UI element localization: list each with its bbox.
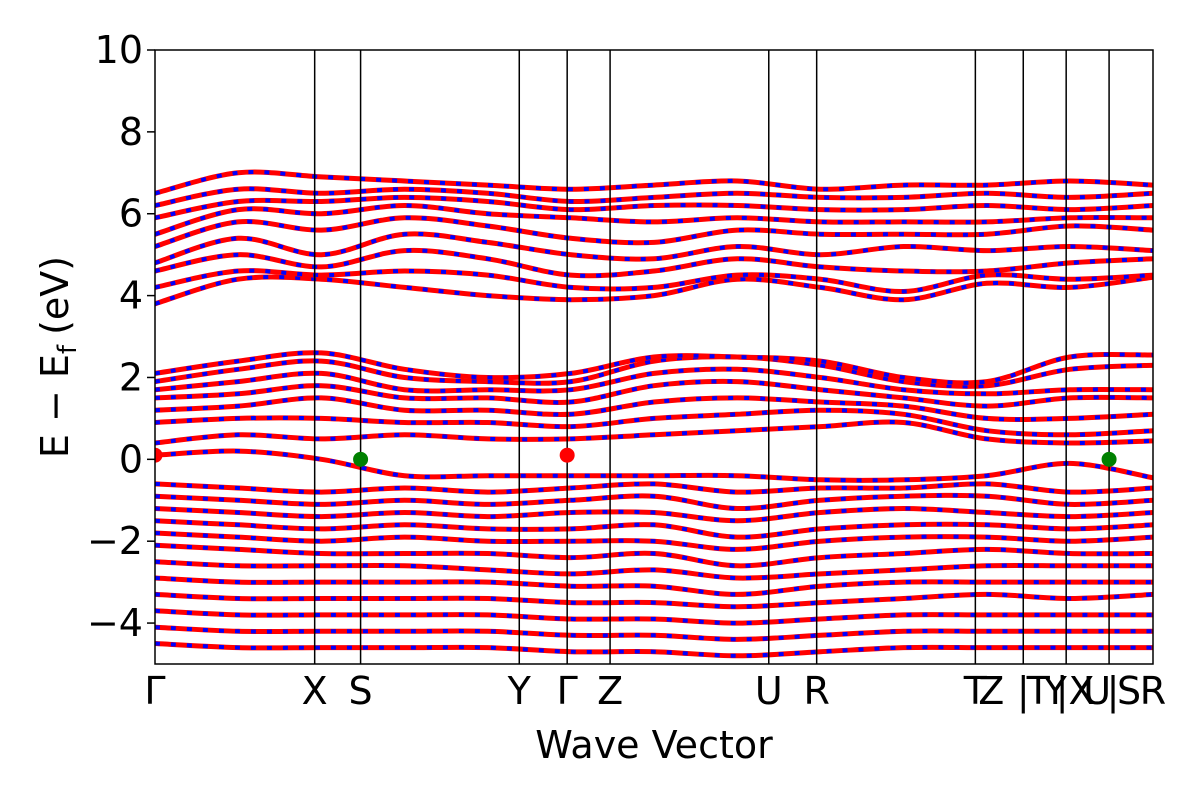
band-3-primary xyxy=(155,231,1153,266)
kpoint-label-0: Γ xyxy=(144,669,165,713)
band-24-secondary xyxy=(155,576,1153,597)
kpoint-label-15: | xyxy=(1107,669,1120,714)
extremum-marker-2 xyxy=(559,447,575,463)
y-tick-label-0: −4 xyxy=(87,601,143,645)
band-22-secondary xyxy=(155,543,1153,568)
kpoint-label-4: Γ xyxy=(557,669,578,713)
kpoint-label-5: Z xyxy=(597,669,623,713)
y-tick-label-2: 0 xyxy=(119,437,143,481)
band-21-secondary xyxy=(155,531,1153,552)
kpoint-label-9: Z xyxy=(978,669,1004,713)
kpoint-label-7: R xyxy=(803,669,829,713)
extrema-markers xyxy=(155,447,1117,467)
x-axis-ticks: Γ X S Y Γ Z U R TZ |TY|XU|SR xyxy=(144,669,1166,714)
band-25-secondary xyxy=(155,592,1153,609)
band-7-secondary xyxy=(155,186,1153,208)
band-26-primary xyxy=(155,608,1153,626)
band-12-secondary xyxy=(155,379,1153,409)
band-17-secondary xyxy=(155,481,1153,495)
band-1-primary xyxy=(155,268,1153,295)
kpoint-label-10: | xyxy=(1017,669,1030,714)
extremum-marker-3 xyxy=(1101,451,1117,467)
x-axis-label: Wave Vector xyxy=(535,723,773,767)
kpoint-label-14: U xyxy=(1083,669,1111,713)
band-lines xyxy=(155,169,1153,659)
kpoint-label-16: S xyxy=(1117,669,1141,713)
band-16-primary xyxy=(155,448,1153,483)
y-axis-label: E − Ef (eV) xyxy=(33,256,83,458)
band-2-primary xyxy=(155,247,1153,279)
kpoint-label-11: T xyxy=(1026,669,1051,713)
y-axis-label-unit: (eV) xyxy=(33,256,77,335)
band-28-primary xyxy=(155,641,1153,659)
band-11-secondary xyxy=(155,395,1153,422)
band-23-secondary xyxy=(155,559,1153,581)
y-tick-label-7: 10 xyxy=(95,28,143,72)
band-10-secondary xyxy=(155,408,1153,437)
band-28-secondary xyxy=(155,641,1153,658)
band-18-secondary xyxy=(155,493,1153,511)
band-0-primary xyxy=(155,274,1153,307)
kpoint-label-17: R xyxy=(1140,669,1166,713)
band-16-secondary xyxy=(155,449,1153,483)
band-4-primary xyxy=(155,215,1153,249)
kpoint-label-12: Y xyxy=(1043,669,1068,713)
band-13-primary xyxy=(155,366,1153,397)
kpoint-label-8: T xyxy=(963,669,988,713)
y-axis-ticks: −4 −2 0 2 4 6 8 10 xyxy=(87,28,155,645)
kpoint-label-6: U xyxy=(755,669,783,713)
band-19-secondary xyxy=(155,506,1153,523)
high-symmetry-lines xyxy=(313,50,1110,664)
band-15-primary xyxy=(155,350,1153,386)
band-26-secondary xyxy=(155,608,1153,626)
band-20-secondary xyxy=(155,518,1153,540)
y-tick-label-3: 2 xyxy=(119,355,143,399)
y-tick-label-6: 8 xyxy=(119,110,143,154)
band-6-secondary xyxy=(155,195,1153,220)
y-tick-label-5: 6 xyxy=(119,192,143,236)
extremum-marker-0 xyxy=(155,447,163,463)
kpoint-label-1: X xyxy=(302,669,328,713)
band-8-secondary xyxy=(155,170,1153,196)
band-9-secondary xyxy=(155,419,1153,446)
y-axis-label-sub: f xyxy=(53,344,83,354)
kpoint-label-13: |X xyxy=(1056,669,1095,714)
y-tick-label-4: 4 xyxy=(119,274,143,318)
band-27-secondary xyxy=(155,625,1153,642)
kpoint-label-3: Y xyxy=(507,669,532,713)
kpoint-label-2: S xyxy=(349,669,373,713)
y-axis-label-main: E − E xyxy=(33,354,77,458)
y-tick-label-1: −2 xyxy=(87,519,143,563)
band-14-primary xyxy=(155,354,1153,389)
plot-frame xyxy=(154,49,1154,665)
band-5-secondary xyxy=(155,203,1153,237)
extremum-marker-1 xyxy=(353,451,369,467)
